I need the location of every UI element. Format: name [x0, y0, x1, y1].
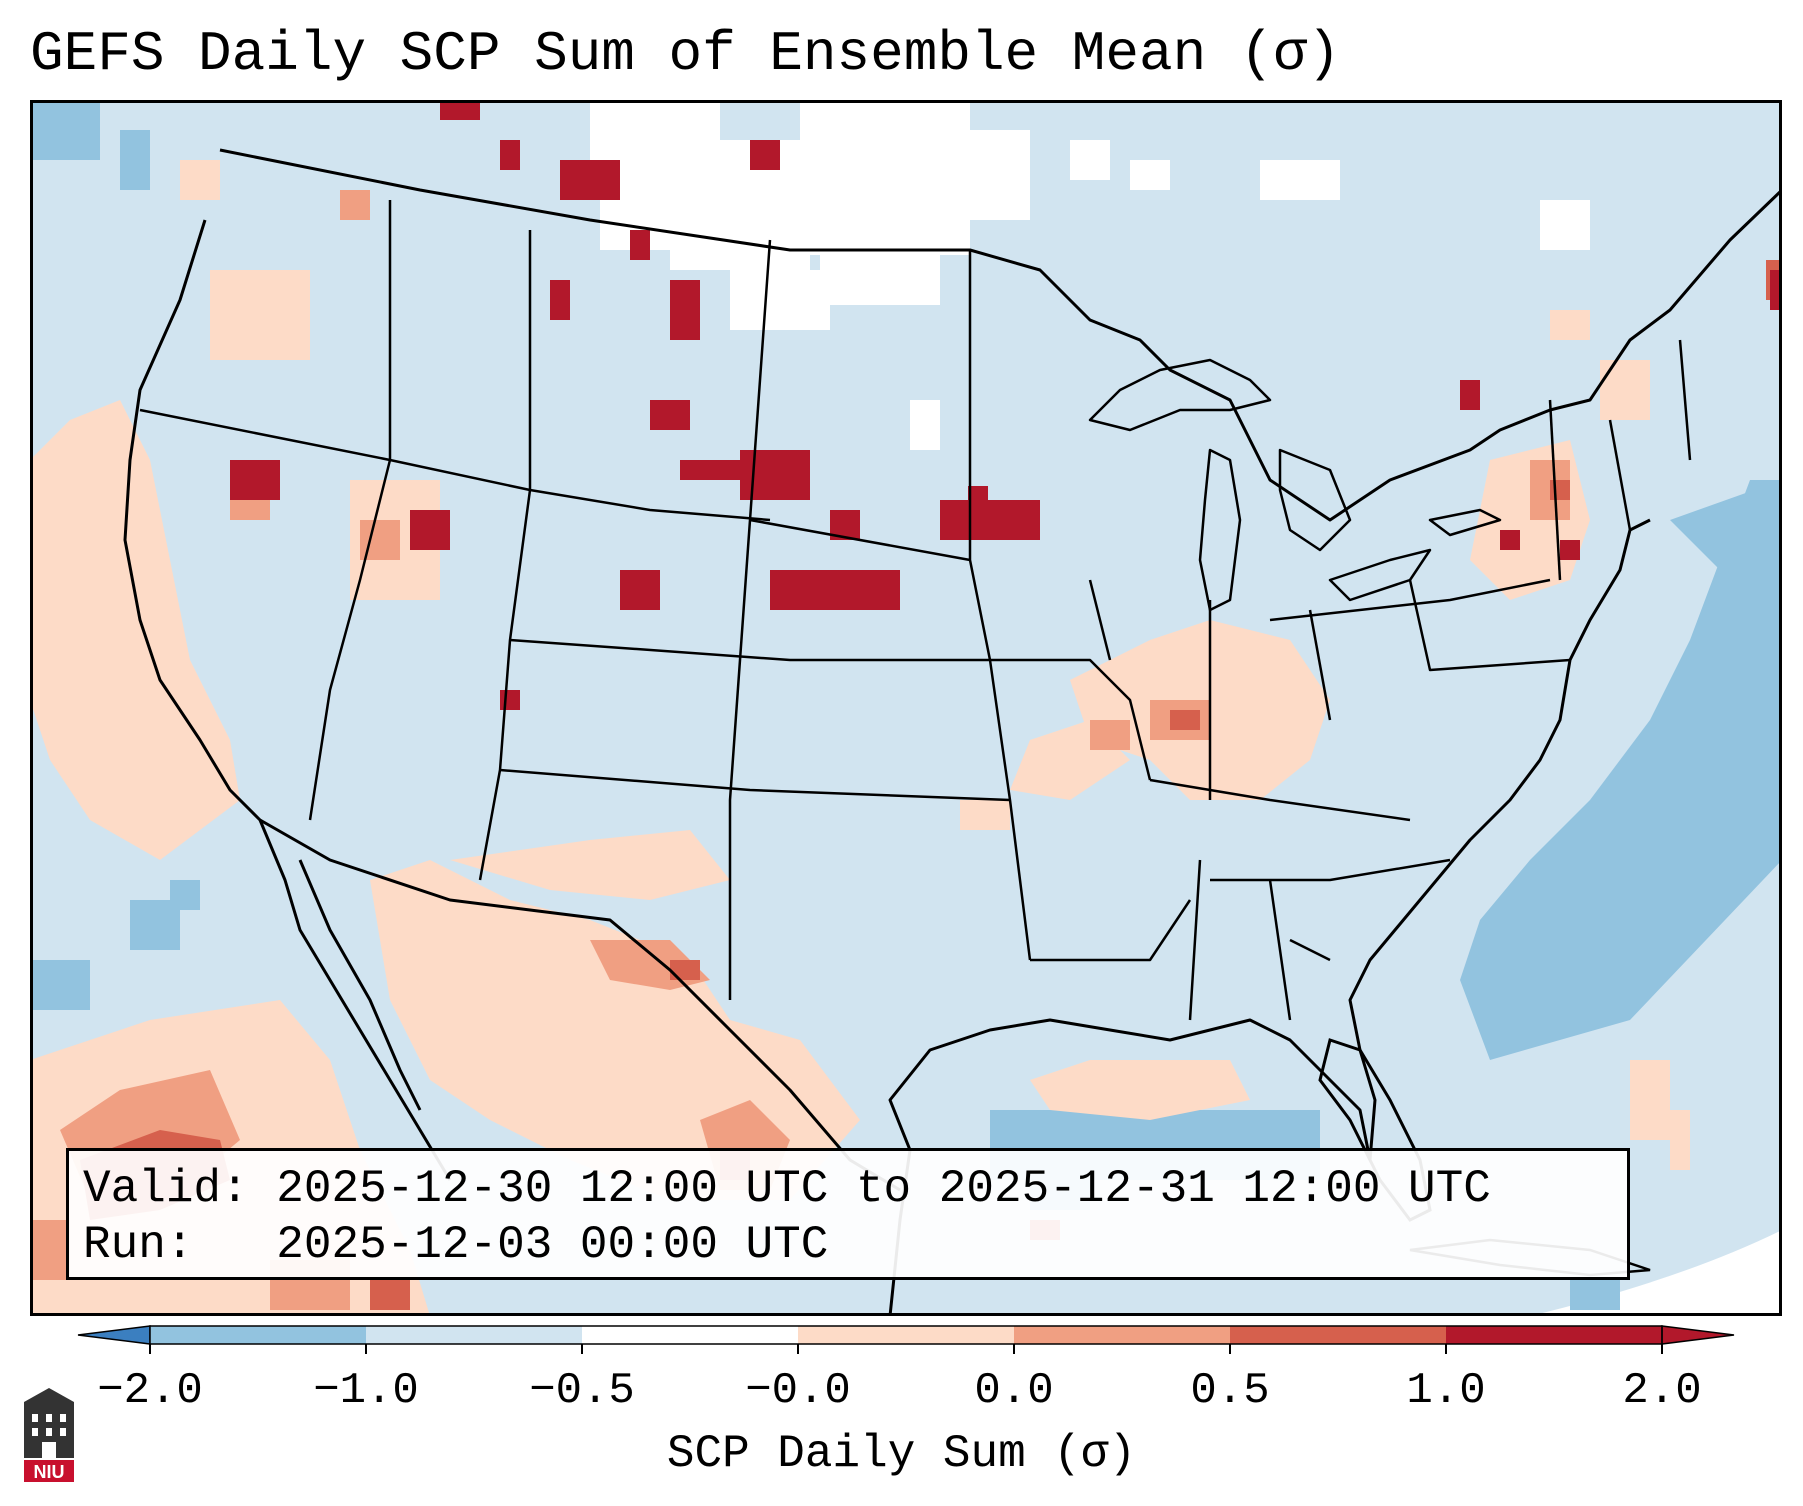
colorbar-segments — [77, 1325, 1735, 1345]
boundaries-country — [123, 148, 1782, 1316]
colorbar-tick-label: −1.0 — [313, 1366, 419, 1416]
niu-logo: NIU — [24, 1388, 74, 1482]
run-line: Run: 2025-12-03 00:00 UTC — [83, 1217, 1613, 1273]
colorbar-tick-label: −0.5 — [529, 1366, 635, 1416]
run-value: 2025-12-03 00:00 UTC — [276, 1219, 829, 1271]
valid-value: 2025-12-30 12:00 UTC to 2025-12-31 12:00… — [276, 1163, 1491, 1215]
lake-superior — [1088, 358, 1272, 432]
west-coast — [123, 219, 452, 1181]
colorbar-tick-label: 2.0 — [1622, 1366, 1701, 1416]
mexico-border — [259, 818, 901, 1192]
valid-run-infobox: Valid: 2025-12-30 12:00 UTC to 2025-12-3… — [66, 1148, 1630, 1280]
colorbar-ticks: −2.0 −1.0 −0.5 −0.0 0.0 0.5 1.0 2.0 — [97, 1344, 1702, 1416]
valid-line: Valid: 2025-12-30 12:00 UTC to 2025-12-3… — [83, 1161, 1613, 1217]
great-lakes — [1088, 358, 1502, 612]
niu-logo-text: NIU — [34, 1462, 65, 1482]
colorbar-segment — [1230, 1326, 1446, 1344]
map-frame — [30, 100, 1782, 1316]
colorbar-tick-label: −2.0 — [97, 1366, 203, 1416]
scp-map — [30, 100, 1782, 1316]
colorbar-extend-high — [1661, 1325, 1735, 1345]
gulf-coast — [888, 1018, 1372, 1161]
lake-erie — [1328, 548, 1432, 602]
lake-ontario — [1428, 508, 1502, 537]
colorbar-outline — [149, 1325, 1663, 1345]
run-label: Run: — [83, 1219, 194, 1271]
colorbar-segment — [1446, 1326, 1662, 1344]
colorbar: −2.0 −1.0 −0.5 −0.0 0.0 0.5 1.0 2.0 — [77, 1325, 1735, 1416]
baja-peninsula — [298, 859, 422, 1111]
dark-red-patches — [230, 100, 1782, 710]
colorbar-segment — [798, 1326, 1014, 1344]
map-title: GEFS Daily SCP Sum of Ensemble Mean (σ) — [30, 22, 1341, 86]
colorbar-segment — [150, 1326, 366, 1344]
canada-us-border — [219, 148, 1782, 522]
atlantic-coast — [1348, 518, 1651, 1161]
boundaries-state — [139, 200, 1692, 1021]
colorbar-extend-low — [77, 1325, 151, 1345]
colorbar-segment — [1014, 1326, 1230, 1344]
colorbar-segment — [366, 1326, 582, 1344]
lake-huron — [1278, 448, 1352, 552]
colorbar-tick-label: −0.0 — [745, 1366, 851, 1416]
valid-label: Valid: — [83, 1163, 249, 1215]
colorbar-tick-label: 0.0 — [974, 1366, 1053, 1416]
colorbar-label: SCP Daily Sum (σ) — [666, 1428, 1137, 1480]
colorbar-segment — [582, 1326, 798, 1344]
colorbar-tick-label: 0.5 — [1190, 1366, 1269, 1416]
colorbar-tick-label: 1.0 — [1406, 1366, 1485, 1416]
projection-corner-right — [1530, 1230, 1782, 1316]
lake-michigan — [1198, 448, 1242, 612]
